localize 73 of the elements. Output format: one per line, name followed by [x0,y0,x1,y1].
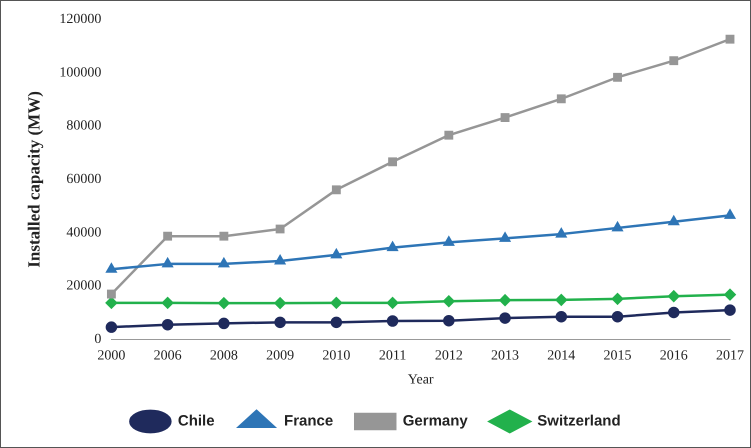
y-tick-label: 0 [94,332,102,348]
point [612,310,624,322]
point [163,232,172,241]
point [106,321,118,333]
point [668,216,679,226]
point [556,310,568,322]
point [332,185,341,194]
point [612,293,624,305]
point [444,130,454,140]
point [444,236,454,246]
point [669,56,678,66]
x-tick-label: 2016 [660,348,688,364]
point [612,222,623,232]
point [106,290,116,298]
point [613,72,622,82]
point [500,232,510,242]
x-tick-label: 2011 [378,348,406,364]
y-tick-label: 100000 [59,65,102,80]
x-axis-title: Year [408,372,434,388]
point [274,316,286,328]
point [724,288,736,300]
point [219,232,228,241]
legend-label: Chile [178,412,215,430]
x-tick-label: 2013 [491,348,520,364]
point [500,113,510,122]
point [330,297,342,309]
x-tick-label: 2014 [547,348,576,364]
point [556,294,568,306]
point [106,297,118,309]
x-tick-label: 2010 [322,348,350,364]
y-tick-label: 20000 [66,278,102,294]
point [499,312,511,324]
legend-label: Switzerland [537,412,621,430]
y-tick-label: 120000 [59,12,102,28]
y-tick-label: 40000 [66,225,102,240]
point [274,297,286,309]
point [556,94,566,104]
point [218,318,230,330]
point [387,242,398,252]
point [668,290,680,302]
x-tick-label: 2008 [210,348,238,364]
point [162,318,174,330]
point [724,210,736,219]
point [443,296,455,308]
y-tick-label: 60000 [66,172,102,188]
point [331,249,342,258]
point [443,314,455,326]
x-tick-label: 2000 [97,348,126,364]
point [668,306,680,318]
point [556,228,566,238]
point [724,304,736,316]
point [499,294,511,306]
point [386,297,398,309]
point [388,157,398,166]
x-tick-label: 2015 [604,348,632,364]
y-tick-label: 80000 [66,118,102,134]
point [162,297,174,309]
legend-label: France [284,412,334,430]
point [162,258,173,268]
point [386,315,398,327]
y-axis-title: Installed capacity (MW) [24,91,44,268]
point [106,264,117,273]
legend-label: Germany [402,412,468,430]
point [274,255,286,264]
point [218,297,230,309]
point [276,224,285,234]
x-tick-label: 2012 [434,348,463,364]
x-tick-label: 2009 [266,348,294,364]
point [218,258,230,268]
x-tick-label: 2006 [154,348,182,364]
point [726,34,734,44]
x-tick-label: 2017 [716,348,744,364]
point [330,316,342,328]
